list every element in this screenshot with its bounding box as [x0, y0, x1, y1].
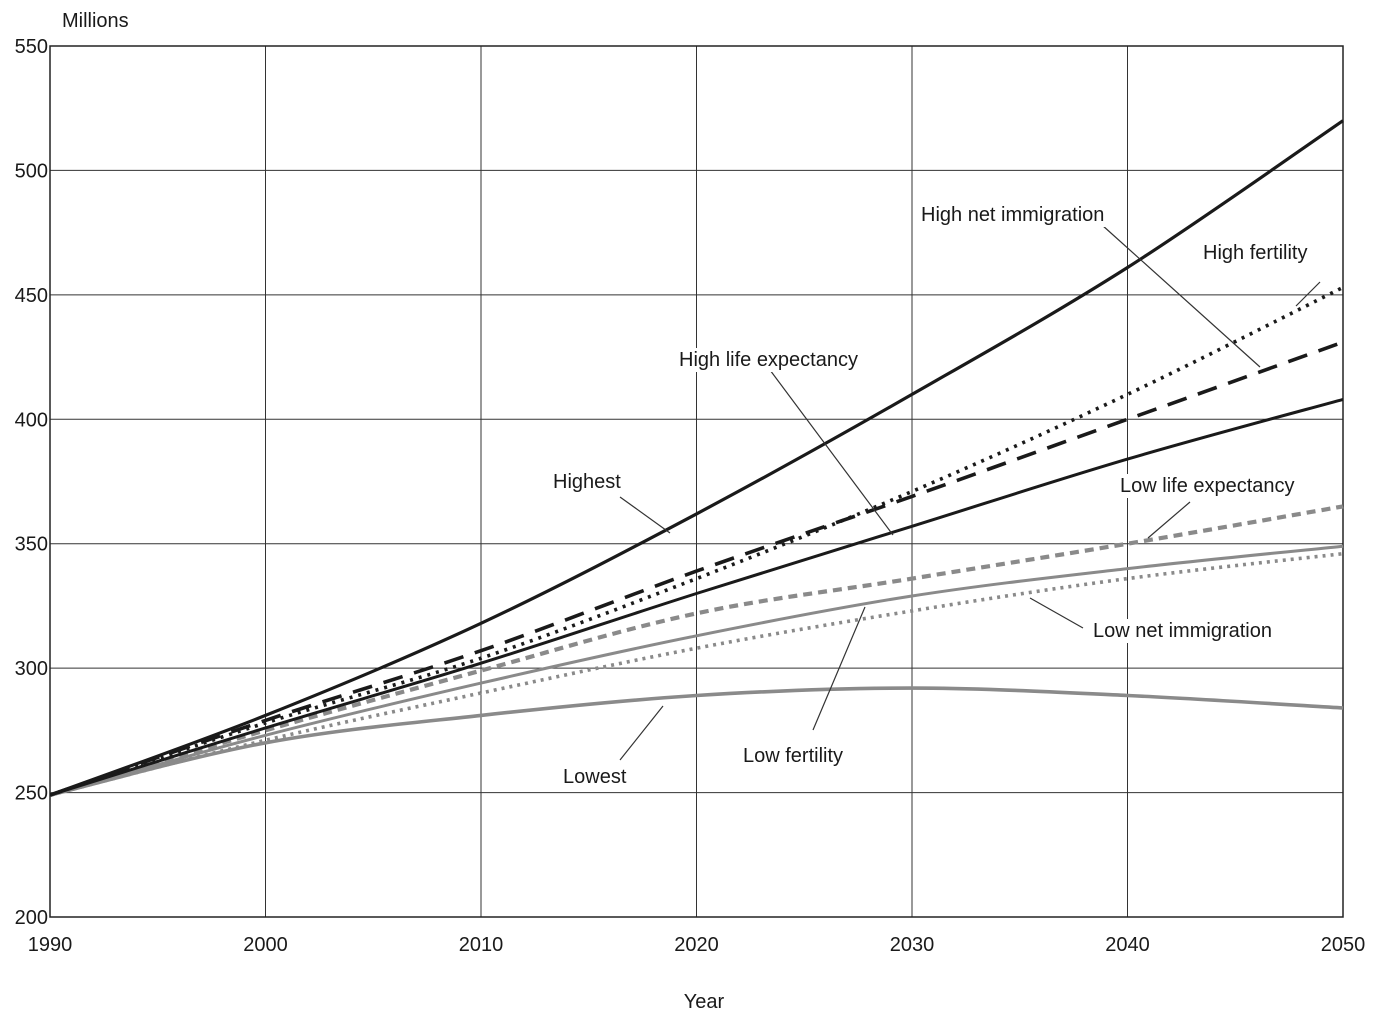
annotation-bg-high-net-immigration — [918, 203, 1108, 227]
leader-high-net-immigration — [1101, 224, 1261, 368]
x-axis-label: Year — [684, 991, 725, 1013]
leader-lowest — [619, 705, 664, 761]
annotation-low-life-expectancy: Low life expectancy — [1120, 475, 1295, 497]
series-line-high-net-immigration — [49, 340, 1344, 797]
annotation-highest: Highest — [553, 471, 621, 493]
series-line-high-life-expectancy — [49, 397, 1344, 797]
annotation-low-fertility: Low fertility — [743, 745, 843, 767]
y-tick-label: 300 — [15, 658, 48, 680]
y-axis-label: Millions — [62, 10, 129, 32]
x-tick-label: 1990 — [28, 934, 73, 956]
leader-highest — [619, 496, 671, 534]
tick-labels: 1990 2000 2010 2020 2030 2040 2050 200 250 300 350… — [15, 36, 1366, 956]
x-tick-label: 2000 — [243, 934, 288, 956]
series-line-lowest — [49, 686, 1344, 797]
annotation-high-life-expectancy: High life expectancy — [679, 349, 858, 371]
annotation-bg-low-net-immigration — [1090, 619, 1275, 643]
annotation-low-net-immigration: Low net immigration — [1093, 620, 1272, 642]
series-lines — [49, 119, 1344, 798]
leader-high-life-expectancy — [769, 369, 894, 536]
y-tick-label: 350 — [15, 534, 48, 556]
series-line-highest — [49, 119, 1344, 797]
annotation-leaders — [619, 224, 1321, 761]
leader-high-fertility — [1295, 281, 1321, 307]
leader-low-life-expectancy — [1147, 501, 1191, 539]
series-line-low-fertility — [49, 544, 1344, 797]
x-tick-label: 2040 — [1105, 934, 1150, 956]
leader-low-fertility — [812, 606, 866, 731]
annotation-bg-highest — [550, 470, 625, 494]
annotation-high-fertility: High fertility — [1203, 242, 1307, 264]
series-line-high-fertility — [49, 285, 1344, 797]
x-tick-label: 2020 — [674, 934, 719, 956]
annotation-bg-low-fertility — [740, 744, 847, 768]
annotation-bg-high-fertility — [1200, 241, 1311, 265]
y-tick-label: 400 — [15, 409, 48, 431]
x-tick-label: 2050 — [1321, 934, 1366, 956]
annotation-labels: High net immigration High fertility High l… — [550, 203, 1311, 789]
y-tick-label: 200 — [15, 907, 48, 929]
y-tick-label: 500 — [15, 160, 48, 182]
annotation-lowest: Lowest — [563, 766, 627, 788]
y-tick-label: 550 — [15, 36, 48, 58]
plot-frame — [49, 45, 1344, 918]
x-tick-label: 2010 — [459, 934, 504, 956]
y-tick-label: 450 — [15, 285, 48, 307]
y-tick-label: 250 — [15, 783, 48, 805]
annotation-bg-high-life-expectancy — [676, 348, 861, 372]
x-tick-label: 2030 — [890, 934, 935, 956]
annotation-bg-lowest — [560, 765, 630, 789]
leader-low-net-immigration — [1029, 597, 1084, 629]
annotation-bg-low-life-expectancy — [1117, 474, 1298, 498]
annotation-high-net-immigration: High net immigration — [921, 204, 1104, 226]
